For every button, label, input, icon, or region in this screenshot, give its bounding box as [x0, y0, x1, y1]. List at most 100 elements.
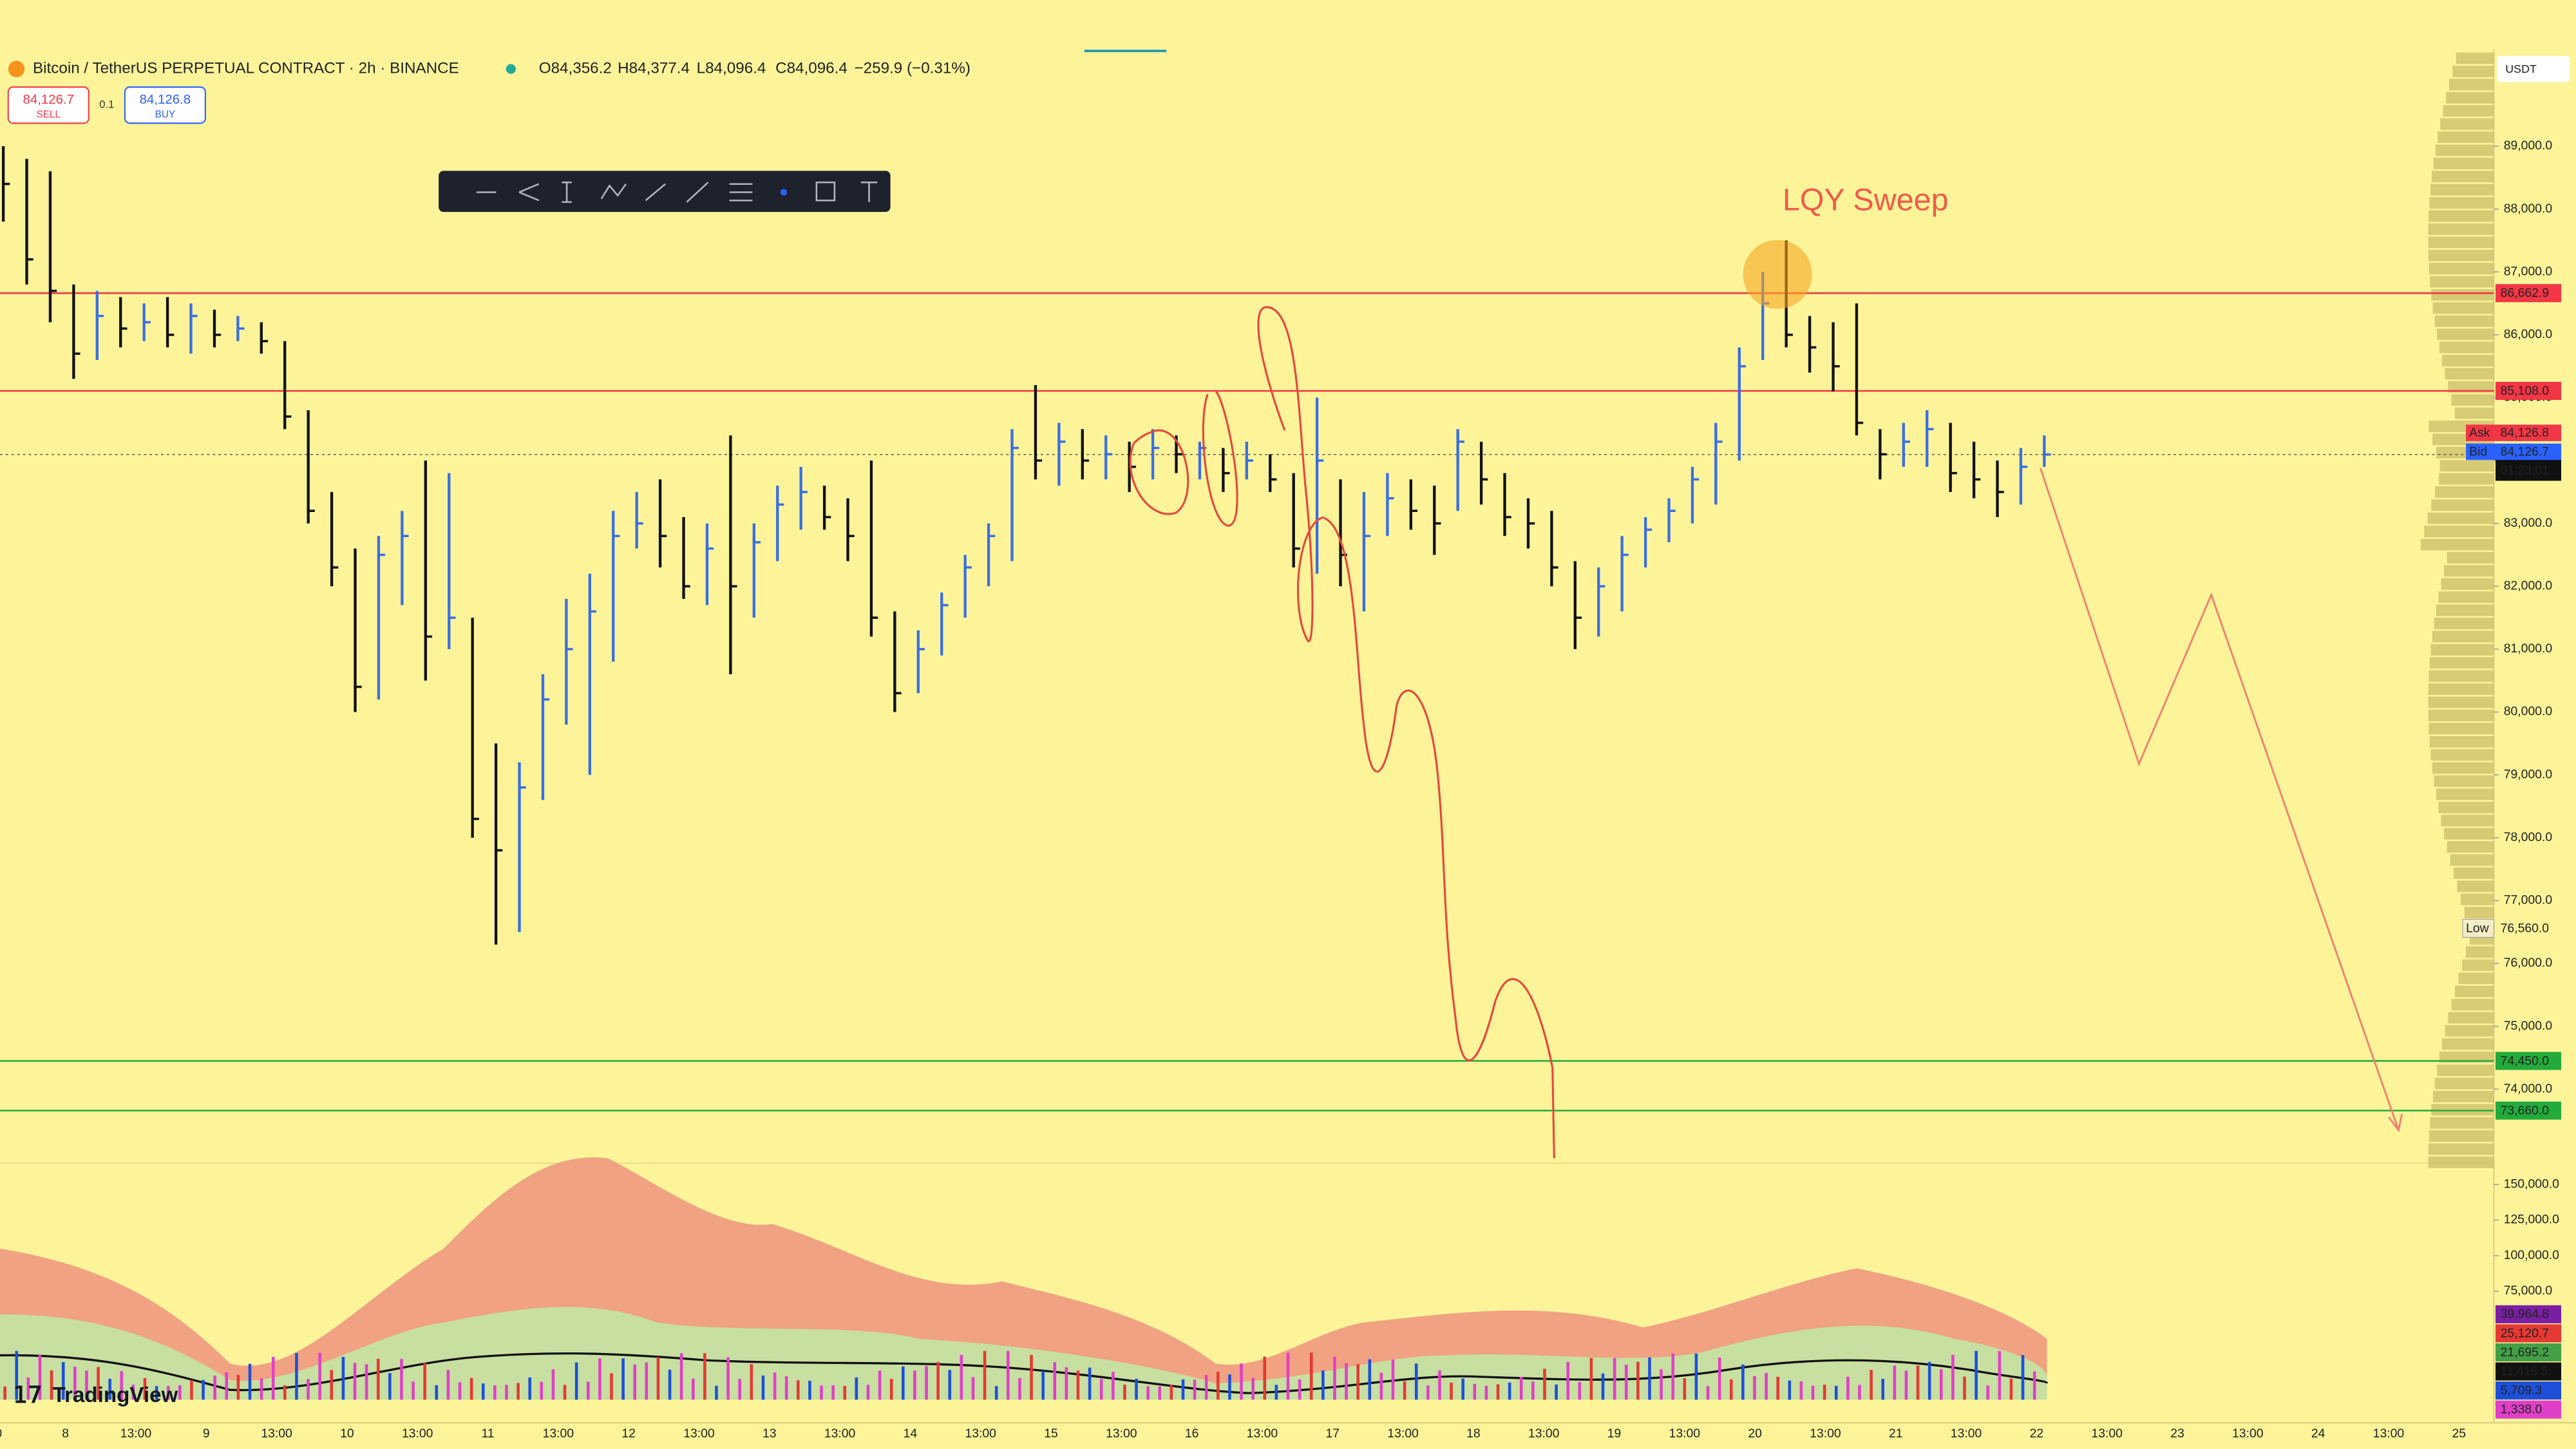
profile-row	[2442, 1038, 2494, 1050]
volume-bars	[3, 1350, 2036, 1400]
profile-row	[2437, 1065, 2494, 1076]
x-tick-label: 18	[1466, 1426, 1481, 1441]
x-tick-label: 13:00	[824, 1426, 856, 1441]
profile-row	[2434, 775, 2494, 787]
low-name: Low	[2466, 921, 2490, 935]
profile-row	[2432, 171, 2494, 183]
volume-tick-label: 100,000.0	[2504, 1248, 2559, 1262]
volume-tag-label: 39,964.8	[2501, 1307, 2549, 1321]
profile-row	[2439, 341, 2494, 354]
profile-row	[2458, 972, 2494, 985]
y-tick-label: 83,000.0	[2504, 516, 2553, 530]
volume-tag	[2496, 1400, 2562, 1419]
profile-row	[2432, 1090, 2494, 1103]
profile-row	[2436, 328, 2494, 341]
buy-button[interactable]	[124, 86, 206, 124]
profile-row	[2431, 499, 2494, 511]
ask-tag	[2466, 424, 2562, 441]
profile-row	[2438, 131, 2494, 143]
x-tick-label: 13:00	[1669, 1426, 1701, 1441]
bid-tag	[2466, 443, 2562, 460]
volume-tick-label: 125,000.0	[2504, 1213, 2559, 1227]
drawing-loop	[1129, 429, 1189, 515]
profile-row	[2429, 735, 2494, 748]
drawing-toolbar[interactable]	[439, 171, 891, 213]
currency-select[interactable]	[2497, 55, 2570, 82]
x-tick-label: 13:00	[1247, 1426, 1278, 1441]
profile-row	[2428, 696, 2494, 708]
bid-label: 84,126.7	[2501, 444, 2549, 459]
profile-row	[2464, 907, 2494, 919]
profile-row	[2454, 407, 2494, 419]
profile-row	[2446, 91, 2494, 104]
x-tick-label: 15	[1044, 1426, 1058, 1441]
symbol-icon	[8, 61, 25, 77]
x-tick-label: 25	[2452, 1426, 2466, 1441]
low-tag	[2462, 918, 2494, 938]
profile-row	[2434, 1077, 2494, 1090]
profile-row	[2429, 210, 2494, 222]
profile-row	[2430, 749, 2494, 761]
profile-row	[2428, 683, 2494, 696]
x-tick-label: 13:00	[1387, 1426, 1419, 1441]
sell-button[interactable]	[7, 86, 90, 124]
order-qty[interactable]: 0.1	[99, 99, 114, 111]
profile-row	[2450, 854, 2494, 866]
volume-tag	[2496, 1381, 2562, 1400]
ohlc-change: −259.9 (−0.31%)	[855, 60, 971, 77]
x-tick-label: 21	[1889, 1426, 1903, 1441]
profile-row	[2427, 512, 2494, 524]
profile-row	[2448, 381, 2494, 393]
bid-name: Bid	[2469, 444, 2487, 459]
ask-label: 84,126.8	[2501, 426, 2549, 440]
level-tag	[2496, 1052, 2562, 1070]
profile-row	[2430, 184, 2494, 196]
profile-row	[2447, 841, 2494, 853]
x-tick-label: 22	[2030, 1426, 2044, 1441]
profile-row	[2438, 801, 2494, 813]
level-tag-label: 73,660.0	[2501, 1103, 2550, 1117]
profile-row	[2439, 460, 2494, 472]
ohlc-close: C84,096.4	[775, 60, 848, 77]
volume-tag-label: 11,418.5	[2501, 1364, 2548, 1378]
profile-row	[2431, 289, 2494, 301]
profile-row	[2466, 946, 2494, 958]
ask-name: Ask	[2469, 426, 2490, 440]
x-tick-label: 00	[0, 1426, 2, 1441]
x-tick-label: 13:00	[402, 1426, 433, 1441]
x-tick-label: 13:00	[543, 1426, 574, 1441]
profile-row	[2435, 486, 2494, 498]
level-tag	[2496, 381, 2562, 401]
profile-row	[2457, 880, 2494, 893]
profile-row	[2428, 236, 2494, 249]
profile-row	[2429, 263, 2494, 275]
profile-row	[2445, 368, 2494, 380]
level-tag	[2496, 284, 2562, 303]
x-tick-label: 9	[203, 1426, 210, 1441]
x-tick-label: 8	[62, 1426, 69, 1441]
profile-row	[2428, 223, 2494, 235]
axes: 89,000.088,000.087,000.086,000.085,000.0…	[0, 138, 2562, 1441]
profile-row	[2430, 276, 2494, 288]
profile-row	[2434, 315, 2494, 327]
profile-row	[2429, 723, 2494, 735]
profile-row	[2429, 197, 2494, 209]
x-tick-label: 13:00	[1528, 1426, 1560, 1441]
x-tick-label: 19	[1607, 1426, 1622, 1441]
y-tick-label: 86,000.0	[2504, 327, 2553, 341]
buy-price: 84,126.8	[140, 93, 191, 107]
profile-row	[2438, 473, 2494, 485]
profile-row	[2452, 66, 2494, 77]
volume-tick-label: 150,000.0	[2504, 1177, 2559, 1191]
annotation: LQY Sweep	[1783, 183, 1949, 218]
x-tick-label: 13:00	[965, 1426, 996, 1441]
currency: USDT	[2505, 62, 2537, 75]
profile-row	[2432, 302, 2494, 314]
volume-tag-label: 5,709.3	[2501, 1383, 2543, 1397]
brand: TradingView	[53, 1383, 178, 1407]
profile-row	[2443, 565, 2494, 577]
projection-path	[2040, 468, 2403, 1133]
symbol-title: Bitcoin / TetherUS PERPETUAL CONTRACT · …	[33, 60, 459, 77]
x-tick-label: 13:00	[683, 1426, 715, 1441]
y-tick-label: 81,000.0	[2504, 641, 2553, 656]
